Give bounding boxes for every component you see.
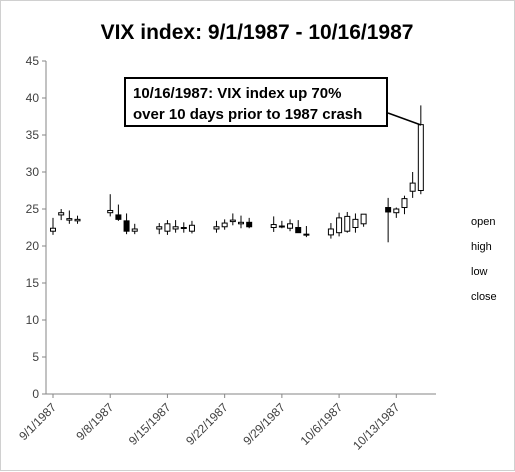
candle — [327, 223, 334, 239]
candle-body-up — [360, 213, 367, 225]
candle-body-up — [107, 209, 114, 214]
candle-body-up — [180, 227, 187, 229]
candle — [295, 220, 302, 234]
candle-body-up — [336, 217, 343, 234]
x-tick-label: 9/1/1987 — [16, 400, 59, 443]
y-tick-label: 25 — [26, 202, 40, 216]
y-axis: 0 5 10 15 20 25 30 35 40 45 — [26, 54, 47, 401]
y-tick-label: 0 — [32, 387, 39, 401]
candle-body-down — [385, 207, 392, 213]
candle-body-up — [131, 228, 138, 232]
x-axis: 9/1/1987 9/8/1987 9/15/1987 9/22/1987 9/29/1… — [16, 393, 436, 453]
candle-body-up — [409, 182, 416, 192]
chart-title: VIX index: 9/1/1987 - 10/16/1987 — [101, 21, 414, 44]
y-tick-label: 10 — [26, 313, 40, 327]
x-tick-label: 9/29/1987 — [240, 400, 288, 448]
candle — [336, 212, 343, 237]
candle — [221, 219, 228, 230]
candle-body-up — [344, 215, 351, 232]
candle-body-up — [270, 224, 277, 228]
candle — [401, 195, 408, 215]
candle-body-up — [172, 226, 179, 230]
candle-body-up — [221, 222, 228, 228]
candle-body-down — [123, 220, 130, 232]
candle-body-up — [164, 223, 171, 232]
annotation-pointer — [387, 112, 422, 126]
candle-body-down — [303, 233, 310, 236]
annotation: 10/16/1987: VIX index up 70% over 10 day… — [124, 77, 422, 127]
candle — [417, 105, 424, 195]
candle — [385, 197, 392, 243]
candle-body-up — [188, 224, 195, 232]
y-tick-label: 35 — [26, 128, 40, 142]
legend: open high low close — [471, 216, 497, 303]
candle — [360, 213, 367, 227]
candle — [131, 223, 138, 235]
legend-entry: low — [471, 266, 488, 278]
candle-body-down — [246, 221, 253, 228]
y-tick-label: 30 — [26, 165, 40, 179]
candle — [352, 213, 359, 233]
candles — [50, 105, 424, 243]
y-tick-label: 20 — [26, 239, 40, 253]
candle — [270, 216, 277, 232]
candle-body-up — [156, 226, 163, 230]
y-tick-label: 40 — [26, 91, 40, 105]
annotation-box — [124, 77, 388, 127]
candle — [188, 220, 195, 234]
annotation-line-2: over 10 days prior to 1987 crash — [133, 106, 362, 123]
x-tick-label: 10/6/1987 — [298, 400, 346, 448]
candle — [66, 210, 73, 224]
candle-body-up — [401, 198, 408, 209]
annotation-line-1: 10/16/1987: VIX index up 70% — [133, 85, 341, 102]
legend-entry: open — [471, 216, 495, 228]
x-tick-label: 9/22/1987 — [183, 400, 231, 448]
x-tick-label: 10/13/1987 — [350, 400, 403, 453]
candle — [393, 207, 400, 218]
candle-body-up — [393, 208, 400, 214]
candle — [287, 219, 294, 232]
candle — [278, 220, 285, 229]
candle — [344, 211, 351, 233]
y-tick-label: 5 — [32, 350, 39, 364]
candle-body-up — [50, 227, 56, 232]
candle — [303, 226, 310, 238]
candle-body-up — [66, 218, 73, 221]
candle — [58, 209, 65, 221]
candle — [123, 213, 130, 235]
candle-body-up — [287, 223, 294, 229]
candle-body-up — [74, 218, 81, 222]
x-tick-label: 9/8/1987 — [73, 400, 116, 443]
legend-entry: close — [471, 291, 497, 303]
candle — [107, 194, 114, 217]
candle-body-down — [115, 214, 122, 220]
candle — [50, 217, 56, 235]
candle-body-up — [238, 221, 244, 225]
candle — [156, 223, 163, 235]
candle-body-up — [417, 124, 424, 191]
candle — [115, 204, 122, 221]
candle — [246, 217, 253, 229]
candle — [164, 220, 171, 235]
y-tick-label: 45 — [26, 54, 40, 68]
candle-body-up — [327, 228, 334, 236]
candle-body-up — [213, 226, 220, 230]
candle — [74, 215, 81, 224]
legend-entry: high — [471, 241, 492, 253]
candle — [238, 215, 244, 229]
candle — [229, 213, 236, 226]
candle-body-up — [352, 218, 359, 229]
candle-body-down — [278, 225, 285, 228]
candle — [213, 220, 220, 233]
y-tick-label: 15 — [26, 276, 40, 290]
candle — [180, 222, 187, 233]
x-tick-label: 9/15/1987 — [126, 400, 174, 448]
candle-body-up — [229, 219, 236, 223]
candle — [172, 220, 179, 233]
candle-body-up — [58, 212, 65, 216]
candle — [409, 172, 416, 198]
candle-body-down — [295, 227, 302, 234]
